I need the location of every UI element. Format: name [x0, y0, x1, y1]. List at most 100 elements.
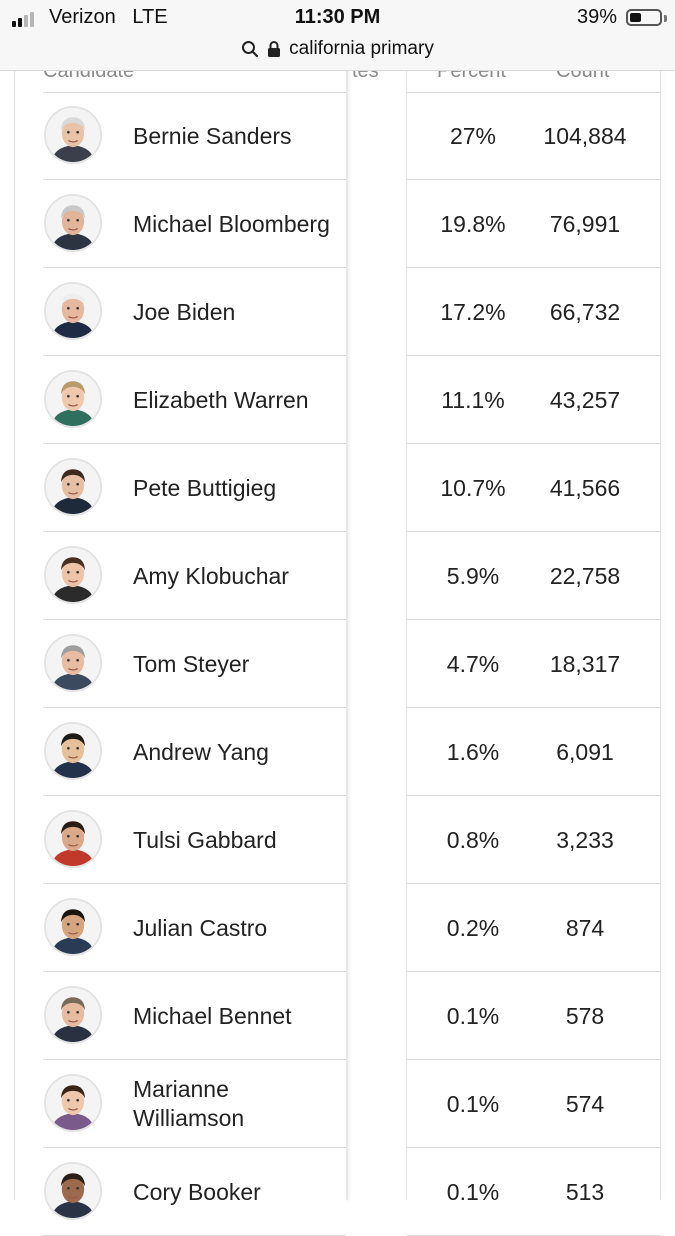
row-separator	[407, 971, 660, 972]
address-bar[interactable]: california primary	[0, 36, 675, 62]
candidate-avatar	[44, 106, 102, 164]
candidate-avatar	[44, 370, 102, 428]
battery-percent: 39%	[576, 6, 617, 28]
row-separator	[407, 1059, 660, 1060]
vote-percent: 4.7%	[446, 650, 500, 677]
candidate-name: Tulsi Gabbard	[133, 826, 277, 853]
vote-count: 76,991	[549, 210, 621, 237]
candidate-name: Cory Booker	[133, 1178, 261, 1205]
browser-chrome: Verizon LTE 11:30 PM 39% california prim…	[0, 0, 675, 71]
signal-bar	[30, 12, 34, 27]
row-separator	[407, 531, 660, 532]
table-row: Bernie Sanders 27% 104,884	[0, 92, 675, 180]
url-text: california primary	[289, 38, 434, 59]
candidate-name: Joe Biden	[133, 298, 236, 325]
row-separator	[43, 1147, 346, 1148]
table-row: Marianne Williamson 0.1% 574	[0, 1060, 675, 1148]
vote-percent: 5.9%	[446, 562, 500, 589]
row-separator	[407, 355, 660, 356]
vote-count: 3,233	[556, 826, 614, 853]
vote-percent: 27%	[449, 122, 497, 149]
table-row: Elizabeth Warren 11.1% 43,257	[0, 356, 675, 444]
vote-count: 66,732	[549, 298, 621, 325]
signal-bar	[24, 15, 28, 27]
row-separator	[407, 179, 660, 180]
row-separator	[407, 883, 660, 884]
carrier-label: Verizon LTE	[49, 6, 168, 28]
battery-tip	[664, 15, 667, 22]
row-separator	[407, 707, 660, 708]
network-label: LTE	[132, 6, 168, 28]
vote-count: 513	[565, 1178, 605, 1205]
candidate-name: Tom Steyer	[133, 650, 250, 677]
vote-percent: 11.1%	[441, 386, 505, 413]
signal-strength-icon	[12, 11, 34, 27]
candidate-avatar	[44, 634, 102, 692]
candidate-avatar	[44, 722, 102, 780]
vote-percent: 10.7%	[440, 474, 506, 501]
vote-count: 6,091	[556, 738, 614, 765]
candidate-avatar	[44, 458, 102, 516]
row-separator	[43, 355, 346, 356]
candidate-name: Elizabeth Warren	[133, 386, 309, 413]
clock: 11:30 PM	[294, 6, 381, 28]
vote-count: 874	[565, 914, 605, 941]
candidate-name: Amy Klobuchar	[133, 562, 289, 589]
results-table: Bernie Sanders 27% 104,884 Michael Bloomber…	[0, 92, 675, 1236]
signal-bar	[12, 21, 16, 27]
row-separator	[407, 1147, 660, 1148]
candidate-name: Michael Bennet	[133, 1002, 292, 1029]
row-separator	[43, 267, 346, 268]
candidate-name: Bernie Sanders	[133, 122, 292, 149]
battery-icon	[626, 9, 662, 26]
search-icon	[241, 40, 259, 58]
vote-percent: 17.2%	[440, 298, 506, 325]
vote-count: 43,257	[549, 386, 621, 413]
candidate-name: Pete Buttigieg	[133, 474, 277, 501]
table-row: Michael Bloomberg 19.8% 76,991	[0, 180, 675, 268]
candidate-name: Michael Bloomberg	[133, 210, 330, 237]
vote-count: 104,884	[543, 122, 627, 149]
signal-bar	[18, 18, 22, 27]
vote-percent: 0.8%	[446, 826, 500, 853]
row-separator	[43, 443, 346, 444]
vote-count: 18,317	[549, 650, 621, 677]
sticky-column-divider	[346, 70, 348, 1200]
candidate-name: Julian Castro	[133, 914, 268, 941]
vote-count: 578	[565, 1002, 605, 1029]
vote-percent: 19.8%	[440, 210, 506, 237]
candidate-avatar	[44, 546, 102, 604]
candidate-avatar	[44, 810, 102, 868]
row-separator	[407, 443, 660, 444]
page-border-left	[14, 70, 15, 1200]
vote-count: 574	[565, 1090, 605, 1117]
table-row: Michael Bennet 0.1% 578	[0, 972, 675, 1060]
row-separator	[407, 92, 660, 93]
row-separator	[407, 619, 660, 620]
row-separator	[43, 883, 346, 884]
row-separator	[43, 971, 346, 972]
vote-percent: 0.1%	[446, 1178, 500, 1205]
row-separator	[43, 707, 346, 708]
row-separator	[43, 619, 346, 620]
table-row: Cory Booker 0.1% 513	[0, 1148, 675, 1236]
row-separator	[43, 179, 346, 180]
row-separator	[407, 267, 660, 268]
table-row: Julian Castro 0.2% 874	[0, 884, 675, 972]
row-separator	[407, 795, 660, 796]
candidate-name: Andrew Yang	[133, 738, 269, 765]
candidate-name: Marianne Williamson	[133, 1076, 245, 1131]
row-separator	[43, 531, 346, 532]
page-border-right	[660, 70, 661, 1200]
row-separator	[43, 795, 346, 796]
table-row: Amy Klobuchar 5.9% 22,758	[0, 532, 675, 620]
lock-icon	[267, 40, 281, 58]
vote-percent: 0.1%	[446, 1002, 500, 1029]
status-bar: Verizon LTE 11:30 PM 39%	[0, 6, 675, 32]
table-row: Joe Biden 17.2% 66,732	[0, 268, 675, 356]
candidate-avatar	[44, 1074, 102, 1132]
candidate-avatar	[44, 194, 102, 252]
row-separator	[43, 1059, 346, 1060]
candidate-avatar	[44, 986, 102, 1044]
candidate-avatar	[44, 282, 102, 340]
